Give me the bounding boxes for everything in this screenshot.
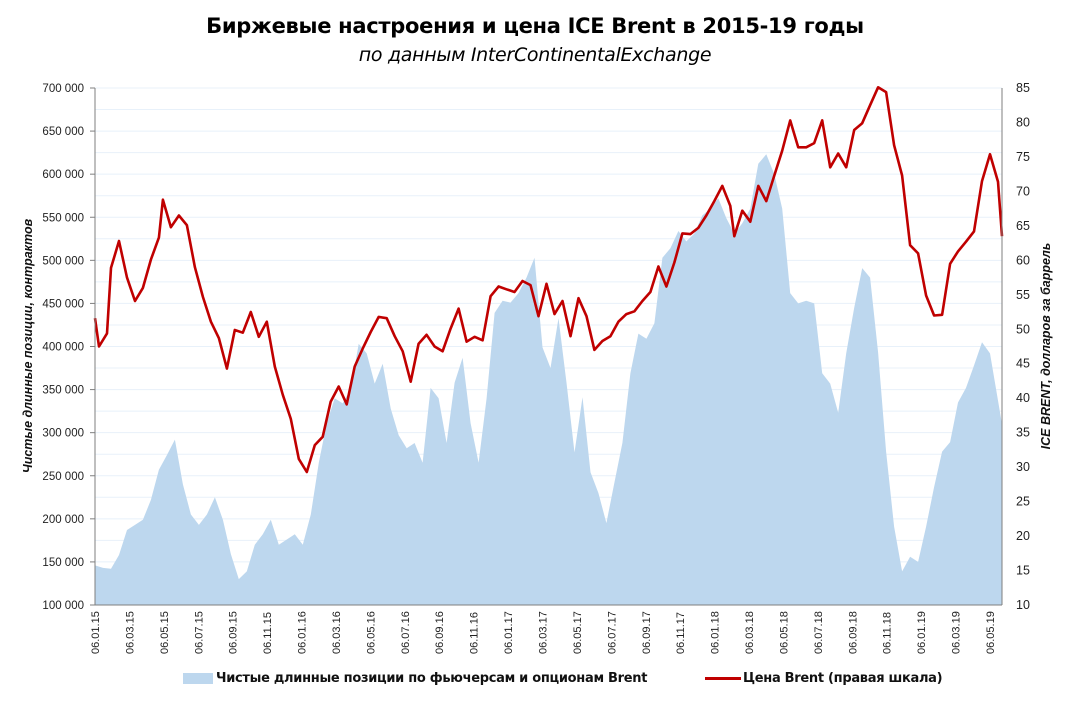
right-tick-label: 60 <box>1016 253 1030 267</box>
x-tick-label: 06.01.17 <box>503 611 515 654</box>
x-tick-label: 06.07.15 <box>193 611 205 654</box>
left-tick-label: 100 000 <box>42 600 84 612</box>
brent-price-line <box>93 86 1004 474</box>
x-tick-label: 06.01.16 <box>297 611 309 654</box>
legend-line-swatch <box>705 676 741 680</box>
x-tick-label: 06.05.16 <box>365 611 377 654</box>
left-tick-label: 300 000 <box>42 428 84 440</box>
x-tick-label: 06.05.19 <box>985 611 997 654</box>
left-tick-label: 500 000 <box>42 255 84 267</box>
right-tick-label: 85 <box>1016 81 1030 95</box>
left-tick-label: 200 000 <box>42 514 84 526</box>
x-tick-label: 06.09.18 <box>847 611 859 654</box>
right-tick-label: 15 <box>1016 564 1030 578</box>
x-tick-label: 06.09.15 <box>228 611 240 654</box>
x-tick-label: 06.03.17 <box>538 611 550 654</box>
x-tick-label: 06.11.18 <box>882 612 894 654</box>
x-tick-label: 06.09.17 <box>641 611 653 654</box>
right-tick-label: 75 <box>1016 150 1030 164</box>
legend-item-net-long: Чистые длинные позиции по фьючерсам и оп… <box>183 668 647 688</box>
net-long-positions-area <box>95 154 1002 606</box>
right-axis-ticks: 10 15 20 25 30 35 40 45 50 55 60 65 70 75 80 85 <box>1016 81 1030 612</box>
left-tick-label: 600 000 <box>42 169 84 181</box>
x-tick-label: 06.01.15 <box>90 611 102 654</box>
x-tick-label: 06.11.16 <box>469 612 481 654</box>
chart-subtitle: по данным InterContinentalExchange <box>358 44 712 66</box>
right-tick-label: 45 <box>1016 357 1030 371</box>
left-tick-label: 150 000 <box>42 557 84 569</box>
legend-area-swatch <box>183 672 213 684</box>
left-tick-label: 250 000 <box>42 471 84 483</box>
left-axis-ticks: 100 000 150 000 200 000 250 000 300 000 350 0… <box>42 83 95 612</box>
right-tick-label: 30 <box>1016 460 1030 474</box>
right-tick-label: 65 <box>1016 219 1030 233</box>
right-tick-label: 35 <box>1016 426 1030 440</box>
x-tick-label: 06.11.15 <box>262 612 274 654</box>
left-tick-label: 400 000 <box>42 342 84 354</box>
left-tick-label: 350 000 <box>42 385 84 397</box>
x-tick-label: 06.07.16 <box>400 611 412 654</box>
x-tick-label: 06.03.16 <box>331 611 343 654</box>
right-axis-title: ICE BRENT, долларов за баррель <box>1039 243 1053 450</box>
legend-area-label: Чистые длинные позиции по фьючерсам и оп… <box>216 670 648 686</box>
x-tick-label: 06.11.17 <box>675 612 687 654</box>
x-axis-ticks: 06.01.15 06.03.15 06.05.15 06.07.15 06.09.15… <box>90 611 997 654</box>
right-tick-label: 10 <box>1016 598 1030 612</box>
chart-title: Биржевые настроения и цена ICE Brent в 2… <box>206 14 864 38</box>
area-series-layer <box>95 154 1002 606</box>
right-tick-label: 40 <box>1016 391 1030 405</box>
right-tick-label: 25 <box>1016 495 1030 509</box>
right-tick-label: 50 <box>1016 322 1030 336</box>
x-tick-label: 06.05.17 <box>572 611 584 654</box>
x-tick-label: 06.07.17 <box>606 611 618 654</box>
x-tick-label: 06.07.18 <box>813 611 825 654</box>
left-tick-label: 450 000 <box>42 298 84 310</box>
left-tick-label: 550 000 <box>42 212 84 224</box>
x-tick-label: 06.03.15 <box>124 611 136 654</box>
left-tick-label: 650 000 <box>42 126 84 138</box>
right-tick-label: 70 <box>1016 184 1030 198</box>
right-tick-label: 80 <box>1016 115 1030 129</box>
x-tick-label: 06.03.18 <box>744 611 756 654</box>
left-tick-label: 700 000 <box>42 83 84 95</box>
legend-line-label: Цена Brent (правая шкала) <box>743 670 943 686</box>
x-tick-label: 06.01.18 <box>710 611 722 654</box>
x-tick-label: 06.05.15 <box>159 611 171 654</box>
legend-item-brent-price: Цена Brent (правая шкала) <box>705 668 943 688</box>
x-tick-label: 06.03.19 <box>951 611 963 654</box>
right-tick-label: 20 <box>1016 529 1030 543</box>
x-tick-label: 06.05.18 <box>779 611 791 654</box>
line-series-layer <box>93 86 1004 474</box>
x-tick-label: 06.09.16 <box>434 611 446 654</box>
left-axis-title: Чистые длинные позиции, контрактов <box>21 218 35 473</box>
x-tick-label: 06.01.19 <box>916 611 928 654</box>
right-tick-label: 55 <box>1016 288 1030 302</box>
